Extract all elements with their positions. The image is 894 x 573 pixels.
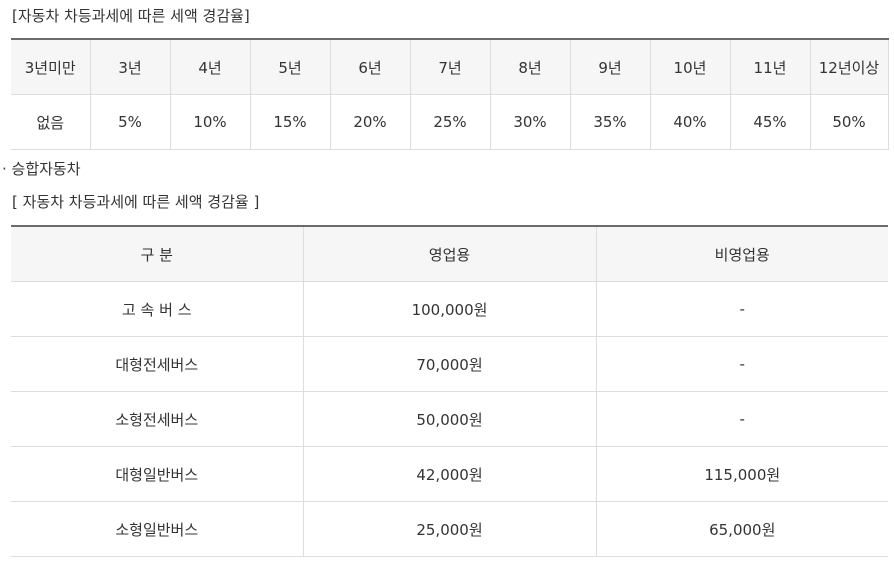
table-cell: 25% bbox=[410, 94, 491, 150]
table-cell: 70,000원 bbox=[303, 336, 597, 392]
header-cell: 구 분 bbox=[11, 226, 304, 282]
table-cell: 5% bbox=[90, 94, 171, 150]
header-cell: 12년이상 bbox=[810, 39, 889, 95]
table-row: 소형일반버스 25,000원 65,000원 bbox=[11, 501, 888, 557]
header-cell: 비영업용 bbox=[596, 226, 888, 282]
table-row: 대형전세버스 70,000원 - bbox=[11, 336, 888, 392]
table-cell: 20% bbox=[330, 94, 411, 150]
header-cell: 8년 bbox=[490, 39, 571, 95]
bus-tax-table: 구 분 영업용 비영업용 고 속 버 스 100,000원 - 대형전세버스 7… bbox=[11, 225, 888, 557]
bus-reduction-caption: [ 자동차 차등과세에 따른 세액 경감율 ] bbox=[12, 193, 260, 211]
table-cell: 35% bbox=[570, 94, 651, 150]
table-row: 없음 5% 10% 15% 20% 25% 30% 35% 40% 45% 50… bbox=[11, 94, 889, 150]
table-cell: 소형일반버스 bbox=[11, 501, 304, 557]
header-cell: 3년미만 bbox=[11, 39, 91, 95]
table-cell: 40% bbox=[650, 94, 731, 150]
table-cell: 50,000원 bbox=[303, 391, 597, 447]
header-cell: 4년 bbox=[170, 39, 251, 95]
table-cell: 10% bbox=[170, 94, 251, 150]
table-cell: 대형전세버스 bbox=[11, 336, 304, 392]
reduction-rate-caption: [자동차 차등과세에 따른 세액 경감율] bbox=[12, 7, 250, 25]
table-cell: 고 속 버 스 bbox=[11, 281, 304, 337]
table-cell: - bbox=[596, 336, 888, 392]
table-row: 소형전세버스 50,000원 - bbox=[11, 391, 888, 447]
header-cell: 9년 bbox=[570, 39, 651, 95]
table-row: 고 속 버 스 100,000원 - bbox=[11, 281, 888, 337]
header-cell: 5년 bbox=[250, 39, 331, 95]
table-cell: 없음 bbox=[11, 94, 91, 150]
table-header-row: 3년미만 3년 4년 5년 6년 7년 8년 9년 10년 11년 12년이상 bbox=[11, 39, 889, 95]
table-header-row: 구 분 영업용 비영업용 bbox=[11, 226, 888, 282]
table-row: 대형일반버스 42,000원 115,000원 bbox=[11, 446, 888, 502]
table-cell: 25,000원 bbox=[303, 501, 597, 557]
table-cell: 50% bbox=[810, 94, 889, 150]
year-reduction-table: 3년미만 3년 4년 5년 6년 7년 8년 9년 10년 11년 12년이상 … bbox=[11, 38, 889, 150]
section-bullet-label: · 승합자동차 bbox=[2, 160, 81, 178]
table-cell: 115,000원 bbox=[596, 446, 888, 502]
table-cell: 45% bbox=[730, 94, 811, 150]
table-cell: 대형일반버스 bbox=[11, 446, 304, 502]
header-cell: 7년 bbox=[410, 39, 491, 95]
header-cell: 영업용 bbox=[303, 226, 597, 282]
table-cell: 소형전세버스 bbox=[11, 391, 304, 447]
header-cell: 11년 bbox=[730, 39, 811, 95]
table-cell: 30% bbox=[490, 94, 571, 150]
table-cell: 15% bbox=[250, 94, 331, 150]
table-cell: 65,000원 bbox=[596, 501, 888, 557]
header-cell: 3년 bbox=[90, 39, 171, 95]
header-cell: 10년 bbox=[650, 39, 731, 95]
table-cell: 42,000원 bbox=[303, 446, 597, 502]
header-cell: 6년 bbox=[330, 39, 411, 95]
table-cell: 100,000원 bbox=[303, 281, 597, 337]
table-cell: - bbox=[596, 391, 888, 447]
table-cell: - bbox=[596, 281, 888, 337]
